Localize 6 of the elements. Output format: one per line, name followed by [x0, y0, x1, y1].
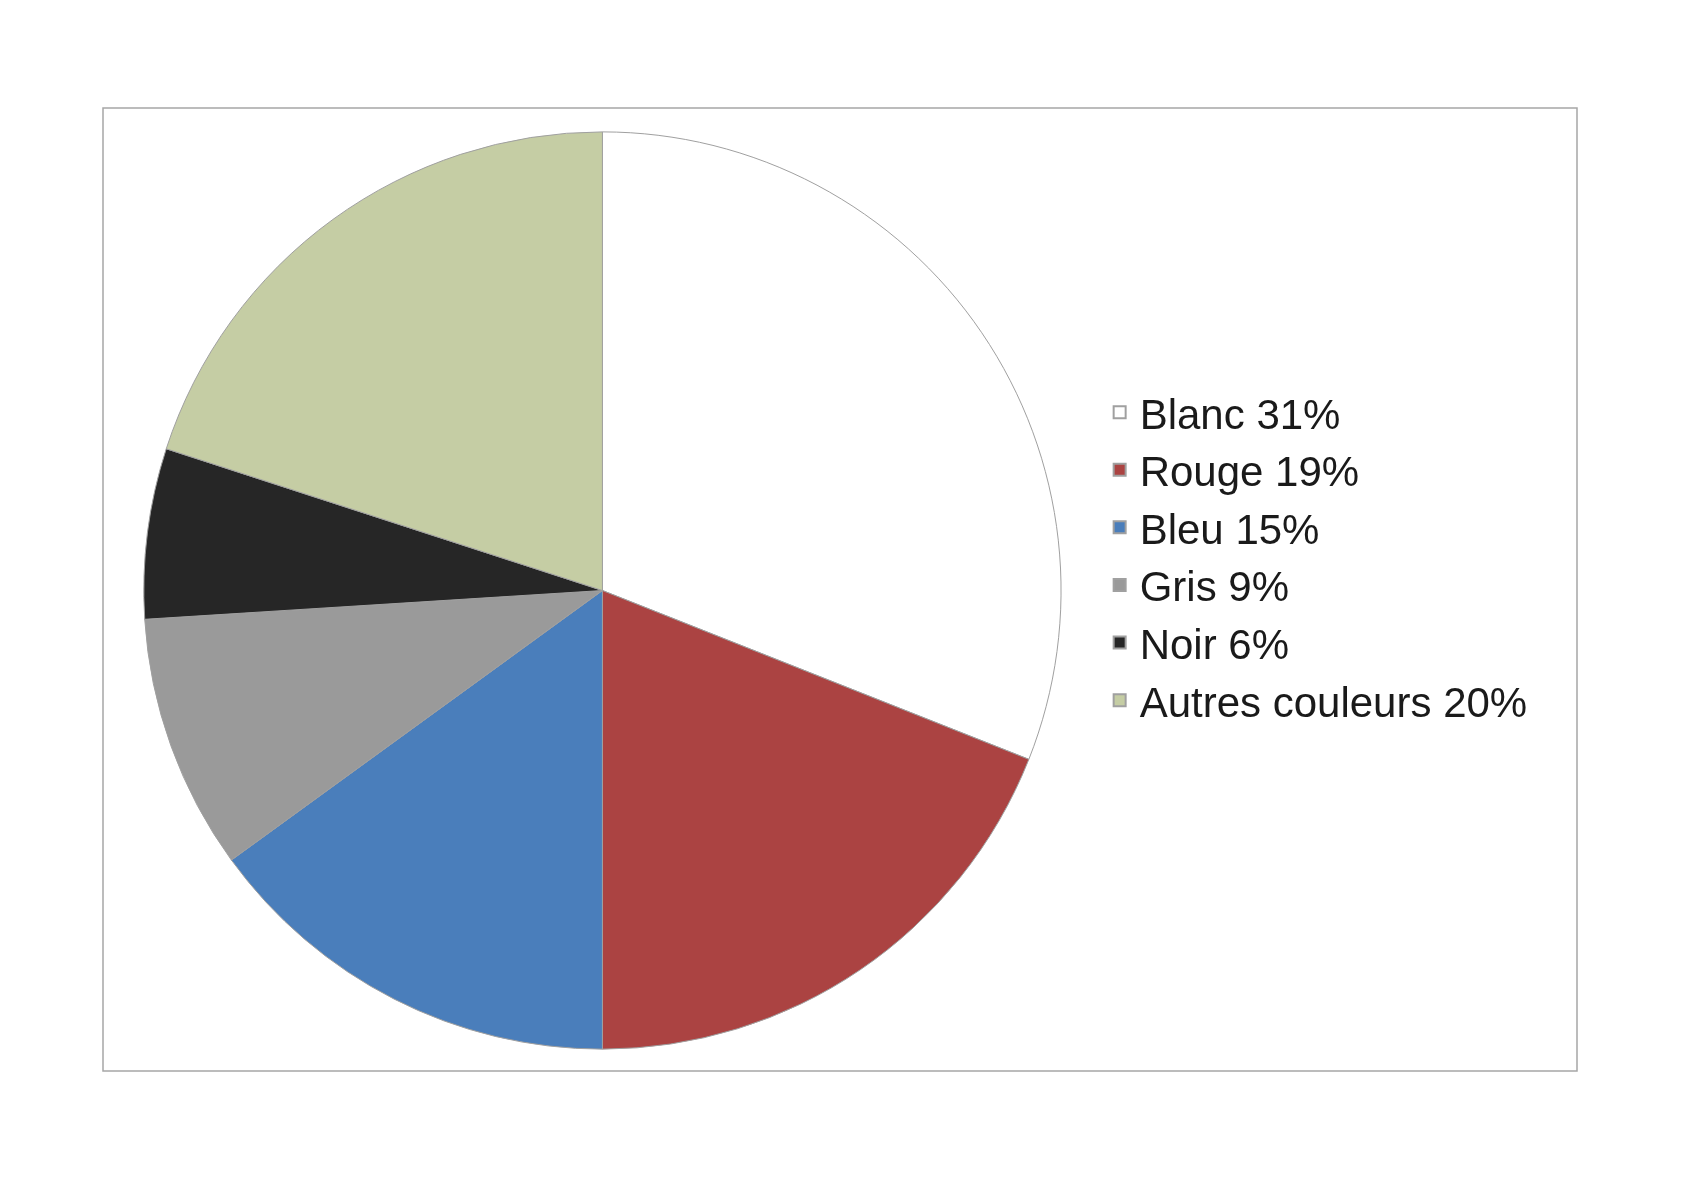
legend-label: Gris 9% — [1139, 563, 1290, 611]
legend-label: Noir 6% — [1139, 620, 1290, 668]
legend-label: Autres couleurs 20% — [1139, 678, 1528, 726]
legend-label: Bleu 15% — [1139, 505, 1320, 553]
legend-label: Blanc 31% — [1139, 390, 1341, 438]
legend-label: Rouge 19% — [1139, 448, 1360, 496]
